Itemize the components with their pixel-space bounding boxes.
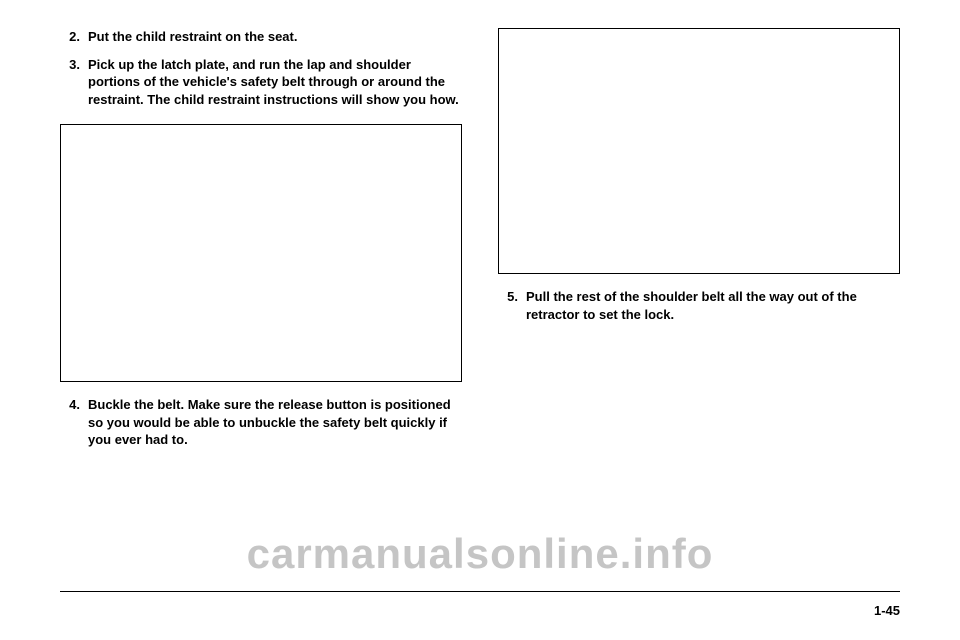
right-column: 5. Pull the rest of the shoulder belt al… [498, 28, 900, 548]
step-number: 3. [60, 56, 80, 109]
illustration-placeholder [60, 124, 462, 382]
left-column: 2. Put the child restraint on the seat. … [60, 28, 462, 548]
page-number: 1-45 [874, 603, 900, 618]
step-text: Buckle the belt. Make sure the release b… [88, 396, 462, 449]
step-4: 4. Buckle the belt. Make sure the releas… [60, 396, 462, 449]
manual-page: 2. Put the child restraint on the seat. … [0, 0, 960, 640]
step-text: Pick up the latch plate, and run the lap… [88, 56, 462, 109]
illustration-placeholder [498, 28, 900, 274]
step-3: 3. Pick up the latch plate, and run the … [60, 56, 462, 109]
footer-divider [60, 591, 900, 592]
two-column-layout: 2. Put the child restraint on the seat. … [60, 28, 900, 548]
step-5: 5. Pull the rest of the shoulder belt al… [498, 288, 900, 323]
step-text: Pull the rest of the shoulder belt all t… [526, 288, 900, 323]
step-number: 5. [498, 288, 518, 323]
step-text: Put the child restraint on the seat. [88, 28, 462, 46]
step-number: 2. [60, 28, 80, 46]
step-2: 2. Put the child restraint on the seat. [60, 28, 462, 46]
step-number: 4. [60, 396, 80, 449]
